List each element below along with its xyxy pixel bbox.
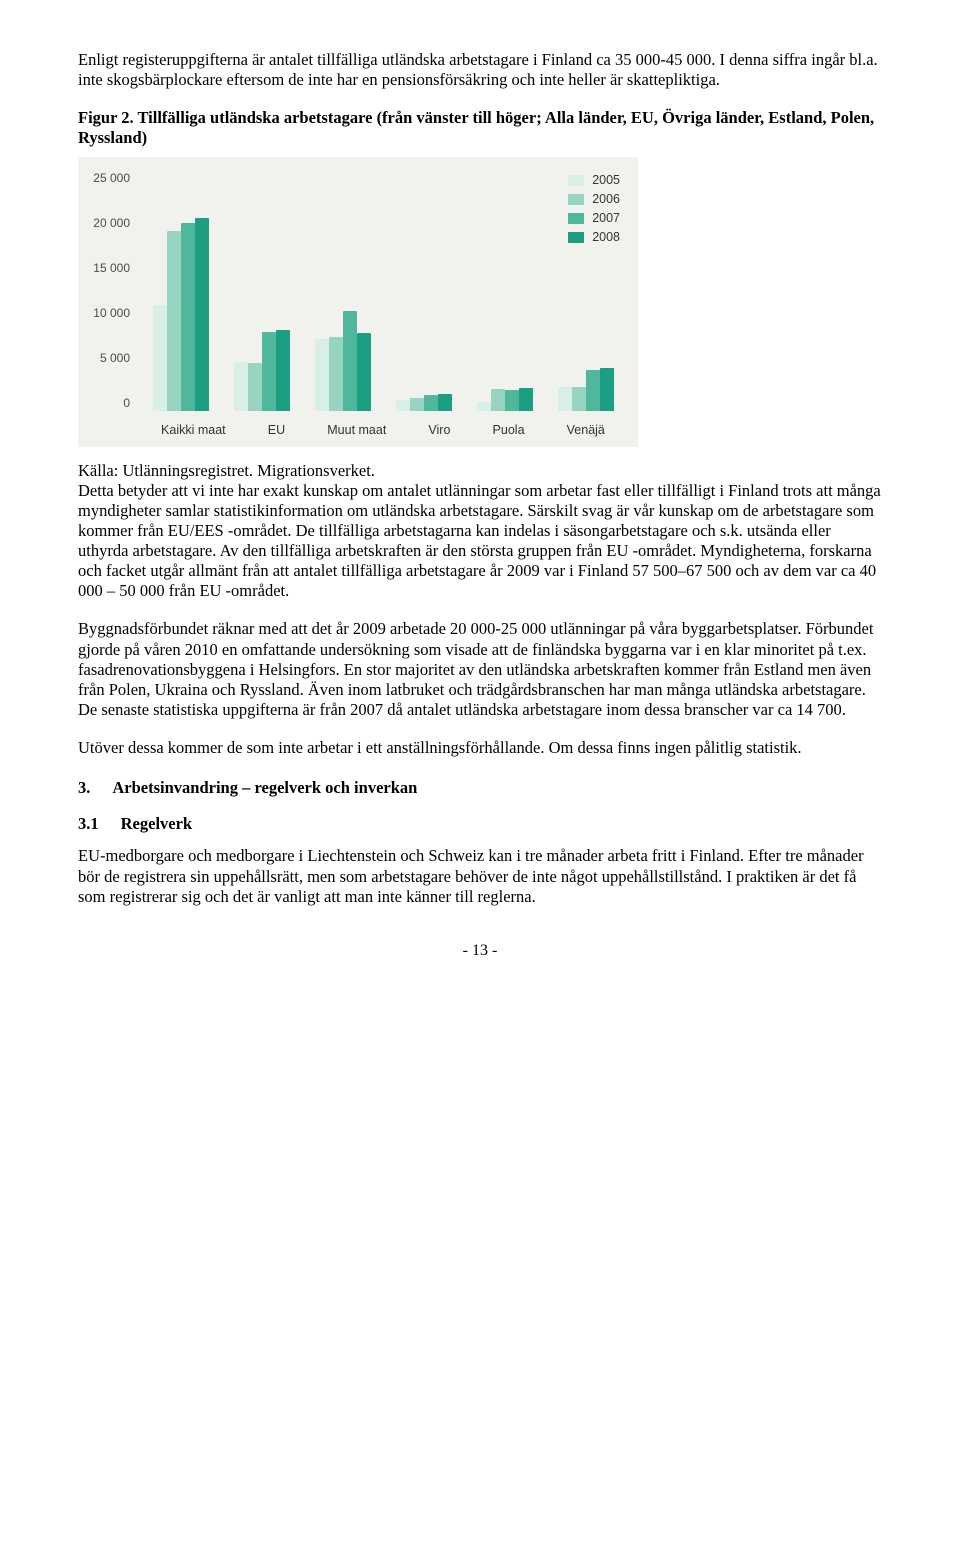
subsection-number: 3.1 [78,814,99,834]
legend-swatch [568,213,584,224]
x-tick-label: Muut maat [327,423,386,438]
legend-label: 2005 [592,173,620,188]
section-heading: 3. Arbetsinvandring – regelverk och inve… [78,778,882,798]
bar [315,339,329,411]
bar [276,330,290,411]
legend-swatch [568,194,584,205]
bar-chart: 25 000 20 000 15 000 10 000 5 000 0 Kaikki ma… [78,157,638,447]
y-tick-label: 25 000 [78,171,136,186]
legend: 2005 2006 2007 2008 [568,173,620,250]
subsection-heading: 3.1 Regelverk [78,814,882,834]
legend-item: 2008 [568,230,620,245]
bar-group [153,218,209,411]
bar [438,394,452,410]
legend-item: 2005 [568,173,620,188]
x-tick-label: Puola [493,423,525,438]
bar-group [315,311,371,411]
bar [424,395,438,410]
section-title: Arbetsinvandring – regelverk och inverka… [112,778,417,798]
bar [396,400,410,411]
x-tick-label: Venäjä [567,423,605,438]
bar [262,332,276,411]
body-paragraph-4: EU-medborgare och medborgare i Liechtens… [78,846,882,906]
chart-container: 25 000 20 000 15 000 10 000 5 000 0 Kaikki ma… [78,157,882,447]
section-number: 3. [78,778,90,798]
bar [572,387,586,410]
page-number: - 13 - [78,941,882,961]
x-axis: Kaikki maat EU Muut maat Viro Puola Venäjä [140,423,626,438]
bar [600,368,614,410]
body-paragraph-3: Utöver dessa kommer de som inte arbetar … [78,738,882,758]
x-tick-label: Viro [428,423,450,438]
bar [410,398,424,410]
chart-source: Källa: Utlänningsregistret. Migrationsve… [78,461,882,481]
y-tick-label: 5 000 [78,351,136,366]
bar [181,223,195,410]
y-tick-label: 10 000 [78,306,136,321]
x-tick-label: Kaikki maat [161,423,226,438]
bar [329,337,343,411]
y-tick-label: 20 000 [78,216,136,231]
legend-label: 2006 [592,192,620,207]
x-tick-label: EU [268,423,285,438]
plot-area [140,171,626,411]
bar [153,305,167,411]
bar-group [396,394,452,410]
bar-group [477,388,533,410]
y-tick-label: 0 [78,396,136,411]
bar [519,388,533,410]
legend-label: 2007 [592,211,620,226]
y-axis: 25 000 20 000 15 000 10 000 5 000 0 [78,171,136,411]
bar [491,389,505,410]
bar [234,362,248,411]
bar-group [234,330,290,411]
body-paragraph-2: Byggnadsförbundet räknar med att det år … [78,619,882,720]
bar [586,370,600,410]
bar-group [558,368,614,410]
bar [167,231,181,411]
legend-swatch [568,232,584,243]
legend-swatch [568,175,584,186]
y-tick-label: 15 000 [78,261,136,276]
bar [248,363,262,411]
legend-label: 2008 [592,230,620,245]
intro-paragraph: Enligt registeruppgifterna är antalet ti… [78,50,882,90]
bar [477,402,491,411]
bar [343,311,357,411]
bar [505,390,519,410]
bar [357,333,371,411]
body-paragraph-1: Detta betyder att vi inte har exakt kuns… [78,481,882,602]
figure-caption-heading: Figur 2. Tillfälliga utländska arbetstag… [78,108,882,148]
subsection-title: Regelverk [121,814,192,834]
legend-item: 2006 [568,192,620,207]
bar [195,218,209,411]
legend-item: 2007 [568,211,620,226]
bar [558,387,572,411]
